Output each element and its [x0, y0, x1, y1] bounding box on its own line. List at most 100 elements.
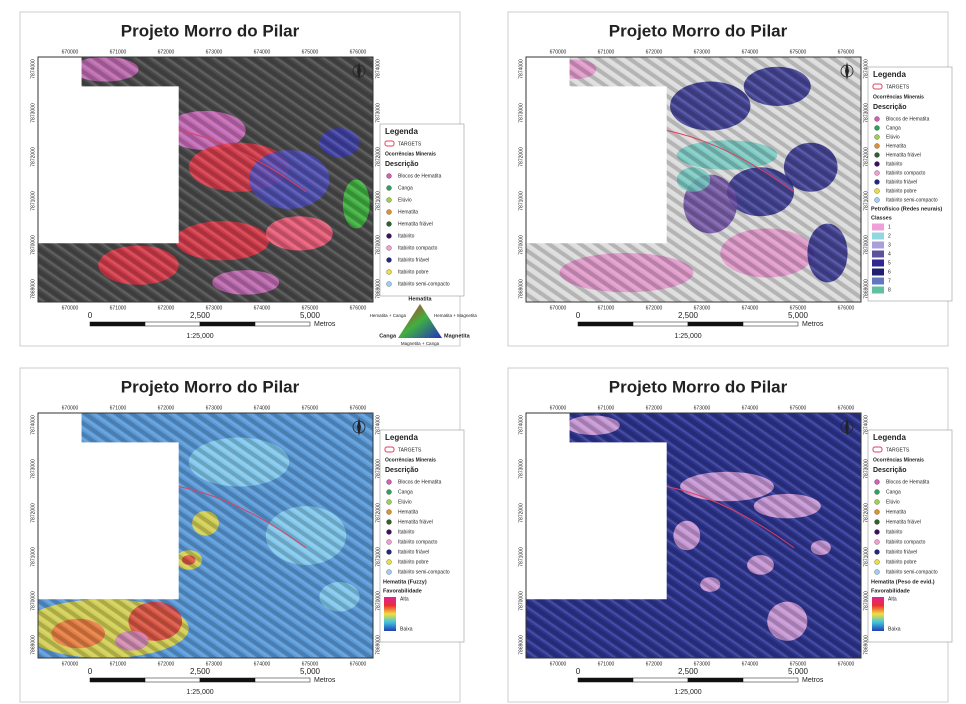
legend-label: Hematita friável: [398, 519, 433, 525]
page: Projeto Morro do Pilar670000670000671000…: [0, 0, 966, 704]
legend-symbol: [875, 520, 880, 525]
color-ramp: [872, 597, 884, 631]
legend-symbol: [387, 258, 392, 263]
color-ramp: [384, 597, 396, 631]
scale-label: 2,500: [678, 667, 699, 676]
legend-label: Hematita friável: [398, 221, 433, 227]
y-coordinate: 7870000: [30, 591, 36, 611]
x-coordinate: 676000: [838, 49, 855, 55]
legend-subtitle: Favorabilidade: [383, 588, 422, 594]
x-coordinate: 673000: [206, 405, 223, 411]
x-coordinate: 672000: [158, 661, 175, 667]
legend-label: Itabirito compacto: [886, 539, 926, 545]
legend-label: Itabirito pobre: [398, 559, 429, 565]
legend-label: TARGETS: [886, 447, 910, 453]
class-swatch: [872, 233, 884, 240]
legend-label: 5: [888, 260, 891, 266]
legend-symbol: [387, 520, 392, 525]
figure: Projeto Morro do Pilar670000670000671000…: [0, 0, 966, 704]
x-coordinate: 670000: [62, 305, 79, 311]
x-coordinate: 671000: [598, 661, 615, 667]
legend-symbol: [387, 480, 392, 485]
x-coordinate: 670000: [550, 405, 567, 411]
map-area: [526, 57, 861, 302]
legend-symbol: [387, 234, 392, 239]
class-swatch: [872, 278, 884, 285]
x-coordinate: 675000: [302, 49, 319, 55]
legend-subtitle: Petrofísico (Redes neurais): [871, 206, 942, 212]
y-coordinate: 7874000: [30, 59, 36, 79]
x-coordinate: 674000: [254, 405, 271, 411]
scale-label: 2,500: [678, 311, 699, 320]
x-coordinate: 676000: [350, 661, 367, 667]
legend-symbol: [875, 560, 880, 565]
legend-label: 3: [888, 242, 891, 248]
legend-symbol: [875, 540, 880, 545]
x-coordinate: 675000: [302, 405, 319, 411]
x-coordinate: 671000: [598, 405, 615, 411]
map-area: [526, 413, 861, 658]
legend-label: Blocos de Hematita: [398, 173, 442, 179]
legend-subtitle: Ocorrências Minerais: [873, 457, 924, 463]
scale-segment: [145, 678, 200, 682]
legend-label: TARGETS: [886, 84, 910, 90]
y-coordinate: 7869000: [518, 279, 524, 299]
y-coordinate: 7869000: [518, 635, 524, 655]
y-coordinate: 7873000: [30, 103, 36, 123]
legend-symbol: [387, 500, 392, 505]
x-coordinate: 672000: [646, 305, 663, 311]
legend-label: Itabirito semi-compacto: [886, 197, 938, 203]
legend-symbol: [387, 222, 392, 227]
scale-segment: [688, 322, 743, 326]
ternary-label: Hematita: [408, 296, 432, 302]
x-coordinate: 670000: [550, 49, 567, 55]
legend-label: Itabirito: [886, 161, 903, 167]
x-coordinate: 673000: [694, 49, 711, 55]
legend-symbol: [387, 270, 392, 275]
x-coordinate: 670000: [550, 305, 567, 311]
legend-label: Hematita friável: [886, 152, 921, 158]
class-swatch: [872, 260, 884, 267]
x-coordinate: 672000: [646, 49, 663, 55]
class-swatch: [872, 242, 884, 249]
legend-label: Elúvio: [886, 499, 900, 505]
y-coordinate: 7871000: [518, 191, 524, 211]
x-coordinate: 670000: [62, 405, 79, 411]
legend-label: Itabirito: [398, 233, 415, 239]
scale-label: 0: [88, 667, 93, 676]
legend-symbol: [387, 530, 392, 535]
legend-subtitle: Descrição: [385, 467, 418, 474]
legend-subtitle: Hematita (Fuzzy): [383, 579, 427, 585]
legend-subtitle: Favorabilidade: [871, 588, 910, 594]
x-coordinate: 671000: [598, 49, 615, 55]
scale-segment: [200, 678, 255, 682]
x-coordinate: 670000: [62, 49, 79, 55]
legend-subtitle: Hematita (Peso de evid.): [871, 579, 935, 585]
scale-label: 0: [576, 667, 581, 676]
map-panel: Projeto Morro do Pilar670000670000671000…: [20, 368, 464, 702]
scale-segment: [578, 678, 633, 682]
legend-symbol: [387, 490, 392, 495]
x-coordinate: 674000: [742, 405, 759, 411]
y-coordinate: 7870000: [518, 591, 524, 611]
scale-segment: [145, 322, 200, 326]
x-coordinate: 676000: [350, 405, 367, 411]
legend-subtitle: Descrição: [873, 104, 906, 111]
legend-symbol: [875, 135, 880, 140]
scale-unit: Metros: [802, 321, 824, 328]
y-coordinate: 7871000: [30, 547, 36, 567]
legend-label: Itabirito pobre: [886, 559, 917, 565]
legend-subtitle: Descrição: [385, 161, 418, 168]
y-coordinate: 7873000: [518, 459, 524, 479]
legend-label: Hematita friável: [886, 519, 921, 525]
legend-symbol: [387, 282, 392, 287]
x-coordinate: 676000: [838, 405, 855, 411]
y-coordinate: 7873000: [375, 103, 381, 123]
scale-ratio: 1:25,000: [186, 689, 213, 696]
y-coordinate: 7872000: [518, 147, 524, 167]
ternary-label: Magnetita + Canga: [401, 341, 440, 346]
y-coordinate: 7873000: [518, 103, 524, 123]
legend-symbol: [387, 174, 392, 179]
legend-label: 6: [888, 269, 891, 275]
legend-symbol: [387, 210, 392, 215]
